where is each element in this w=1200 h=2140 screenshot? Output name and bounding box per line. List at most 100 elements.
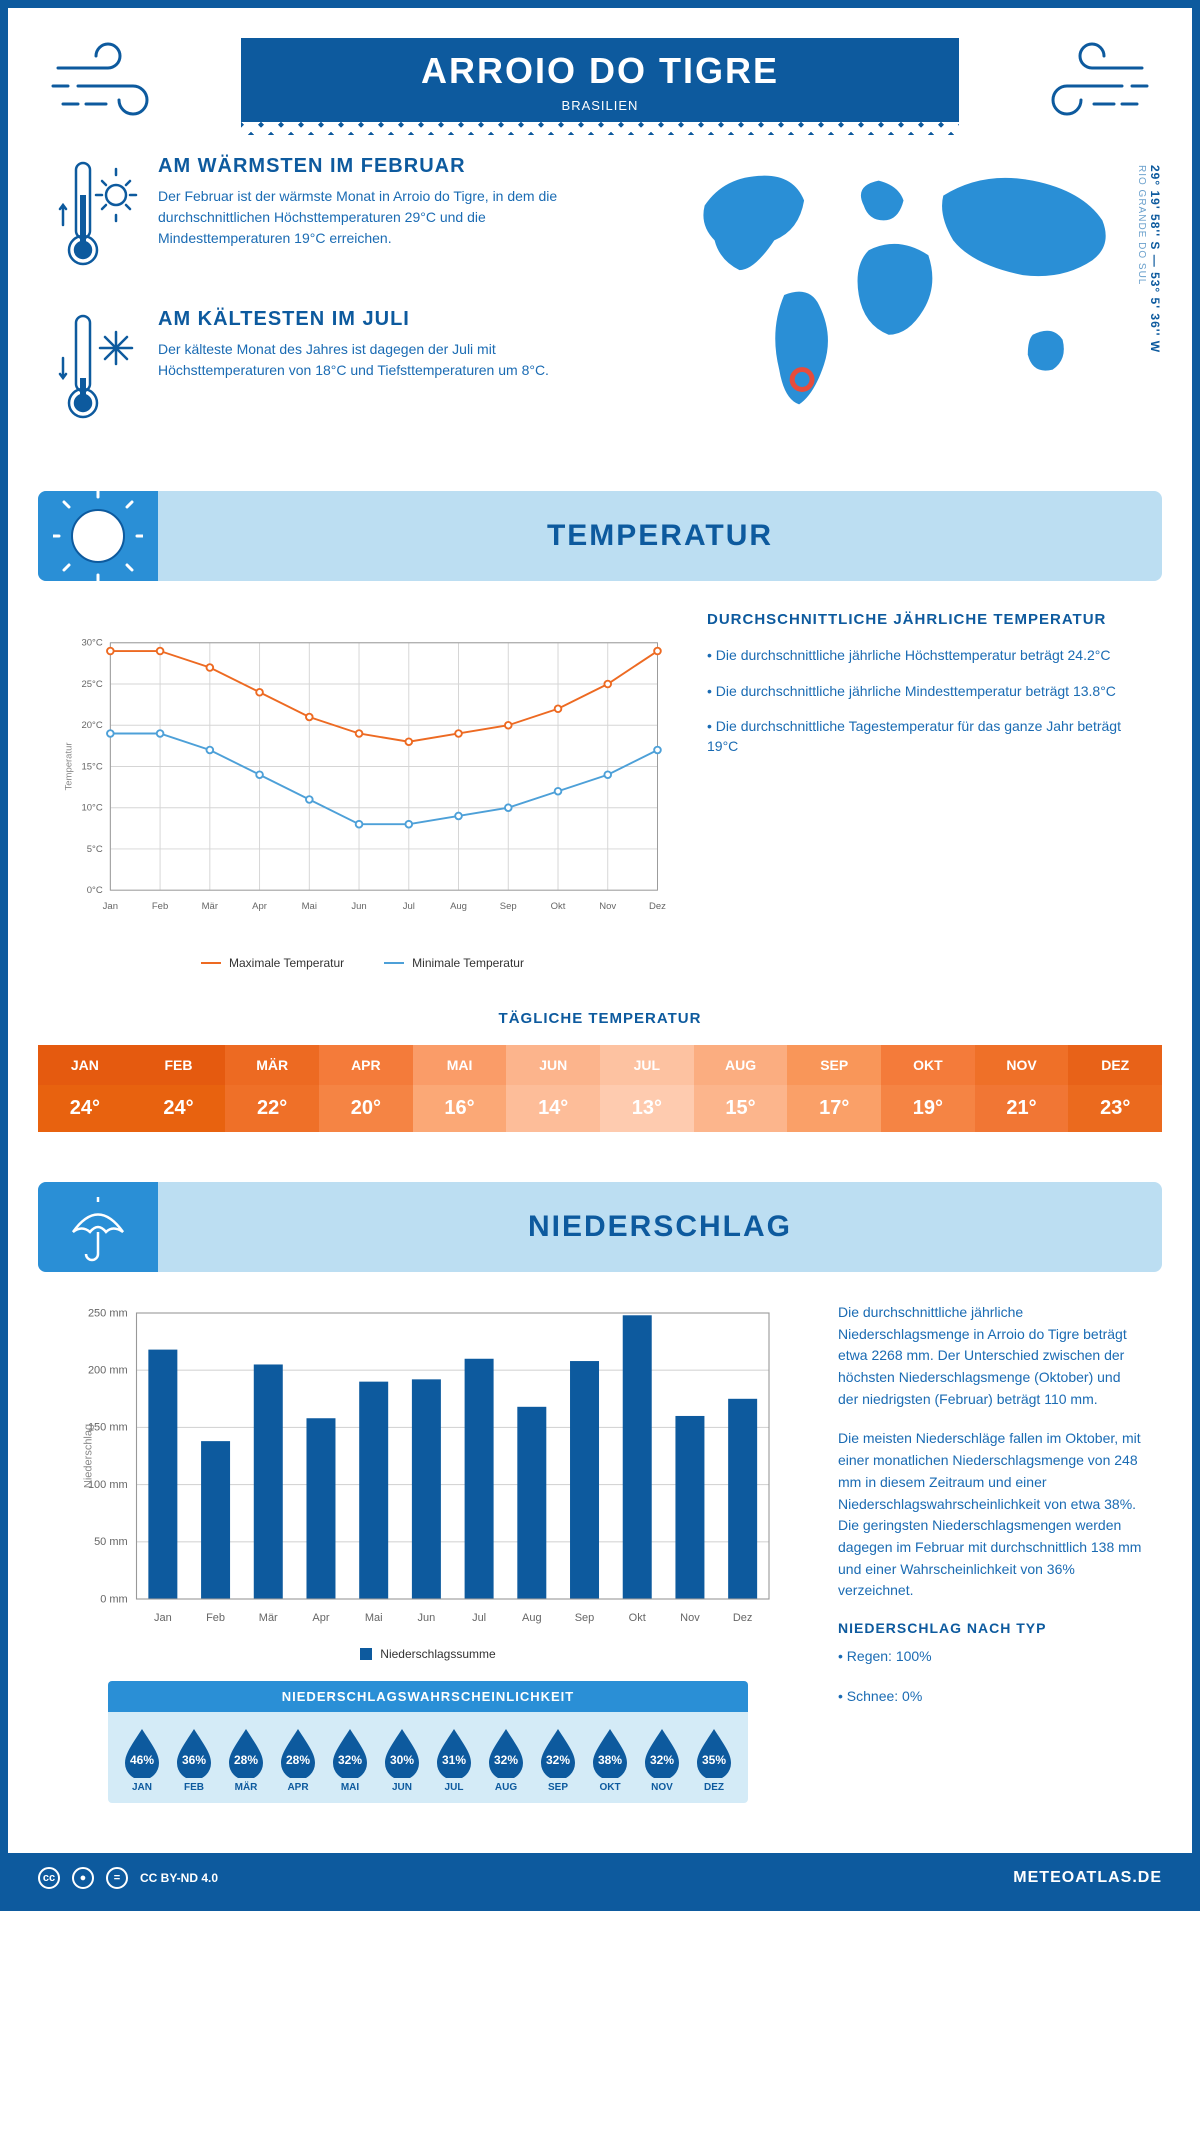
- svg-text:31%: 31%: [442, 1753, 466, 1767]
- temp-bullet-3: • Die durchschnittliche Tagestemperatur …: [707, 717, 1142, 756]
- table-cell: 15°: [694, 1085, 788, 1132]
- svg-text:35%: 35%: [702, 1753, 726, 1767]
- by-icon: ●: [72, 1867, 94, 1889]
- svg-text:250 mm: 250 mm: [88, 1307, 128, 1319]
- precip-bar-chart: 0 mm50 mm100 mm150 mm200 mm250 mmJanFebM…: [58, 1302, 798, 1632]
- table-cell: 22°: [225, 1085, 319, 1132]
- precip-legend: Niederschlagssumme: [58, 1637, 798, 1661]
- temp-info-title: DURCHSCHNITTLICHE JÄHRLICHE TEMPERATUR: [707, 611, 1142, 628]
- precip-info: Die durchschnittliche jährliche Niedersc…: [838, 1302, 1142, 1843]
- temperature-banner: TEMPERATUR: [38, 491, 1162, 581]
- svg-text:32%: 32%: [546, 1753, 570, 1767]
- svg-text:50 mm: 50 mm: [94, 1536, 128, 1548]
- svg-text:30%: 30%: [390, 1753, 414, 1767]
- table-cell: SEP: [787, 1045, 881, 1085]
- footer-site: METEOATLAS.DE: [1013, 1869, 1162, 1887]
- footer-license: cc ● = CC BY-ND 4.0: [38, 1867, 218, 1889]
- svg-text:32%: 32%: [494, 1753, 518, 1767]
- warmest-text: AM WÄRMSTEN IM FEBRUAR Der Februar ist d…: [158, 155, 605, 280]
- table-cell: FEB: [132, 1045, 226, 1085]
- table-cell: 24°: [38, 1085, 132, 1132]
- temperature-line-chart: 0°C5°C10°C15°C20°C25°C30°CJanFebMärAprMa…: [58, 611, 667, 941]
- umbrella-icon: [38, 1182, 158, 1272]
- wind-icon-right: [1042, 38, 1152, 128]
- coords-value: 29° 19' 58'' S — 53° 5' 36'' W: [1148, 165, 1162, 353]
- table-cell: NOV: [975, 1045, 1069, 1085]
- table-cell: 21°: [975, 1085, 1069, 1132]
- table-cell: 13°: [600, 1085, 694, 1132]
- table-cell: MÄR: [225, 1045, 319, 1085]
- svg-text:30°C: 30°C: [81, 638, 102, 649]
- table-cell: 20°: [319, 1085, 413, 1132]
- svg-text:Mär: Mär: [259, 1612, 278, 1624]
- svg-text:Apr: Apr: [252, 901, 267, 912]
- probability-drop: 32% AUG: [485, 1726, 527, 1793]
- table-cell: OKT: [881, 1045, 975, 1085]
- probability-drop: 35% DEZ: [693, 1726, 735, 1793]
- coordinates-label: 29° 19' 58'' S — 53° 5' 36'' W RIO GRAND…: [1134, 165, 1162, 353]
- svg-text:0 mm: 0 mm: [100, 1593, 128, 1605]
- precip-para-2: Die meisten Niederschläge fallen im Okto…: [838, 1428, 1142, 1602]
- thermometer-cold-icon: [58, 308, 138, 433]
- warmest-title: AM WÄRMSTEN IM FEBRUAR: [158, 155, 605, 178]
- svg-text:Niederschlag: Niederschlag: [82, 1424, 94, 1488]
- svg-text:Jun: Jun: [351, 901, 366, 912]
- svg-text:32%: 32%: [338, 1753, 362, 1767]
- coldest-row: AM KÄLTESTEN IM JULI Der kälteste Monat …: [58, 308, 605, 433]
- svg-text:200 mm: 200 mm: [88, 1365, 128, 1377]
- probability-title: NIEDERSCHLAGSWAHRSCHEINLICHKEIT: [108, 1681, 748, 1712]
- probability-drop: 30% JUN: [381, 1726, 423, 1793]
- probability-drop: 36% FEB: [173, 1726, 215, 1793]
- nd-icon: =: [106, 1867, 128, 1889]
- country-subtitle: BRASILIEN: [241, 98, 959, 113]
- svg-text:Nov: Nov: [599, 901, 616, 912]
- table-cell: JAN: [38, 1045, 132, 1085]
- precip-type-title: NIEDERSCHLAG NACH TYP: [838, 1620, 1142, 1636]
- svg-text:28%: 28%: [286, 1753, 310, 1767]
- probability-drop: 28% APR: [277, 1726, 319, 1793]
- table-cell: 16°: [413, 1085, 507, 1132]
- table-row: 24°24°22°20°16°14°13°15°17°19°21°23°: [38, 1085, 1162, 1132]
- svg-text:46%: 46%: [130, 1753, 154, 1767]
- temp-bullet-2: • Die durchschnittliche jährliche Mindes…: [707, 682, 1142, 702]
- svg-text:20°C: 20°C: [81, 720, 102, 731]
- svg-text:Sep: Sep: [575, 1612, 595, 1624]
- svg-text:Okt: Okt: [629, 1612, 646, 1624]
- region-value: RIO GRANDE DO SUL: [1136, 165, 1147, 285]
- svg-text:25°C: 25°C: [81, 679, 102, 690]
- svg-text:Jul: Jul: [403, 901, 415, 912]
- legend-min: Minimale Temperatur: [384, 956, 524, 970]
- svg-text:Mai: Mai: [302, 901, 317, 912]
- table-cell: DEZ: [1068, 1045, 1162, 1085]
- temp-legend: Maximale Temperatur Minimale Temperatur: [58, 946, 667, 970]
- precip-type-1: • Regen: 100%: [838, 1646, 1142, 1668]
- svg-text:Dez: Dez: [649, 901, 666, 912]
- table-cell: 24°: [132, 1085, 226, 1132]
- temperature-title: TEMPERATUR: [158, 519, 1162, 553]
- svg-text:38%: 38%: [598, 1753, 622, 1767]
- probability-drop: 32% SEP: [537, 1726, 579, 1793]
- probability-drop: 32% NOV: [641, 1726, 683, 1793]
- temperature-info: DURCHSCHNITTLICHE JÄHRLICHE TEMPERATUR •…: [707, 611, 1142, 970]
- legend-max: Maximale Temperatur: [201, 956, 344, 970]
- table-cell: 23°: [1068, 1085, 1162, 1132]
- probability-drop: 46% JAN: [121, 1726, 163, 1793]
- svg-text:Nov: Nov: [680, 1612, 700, 1624]
- world-map-container: 29° 19' 58'' S — 53° 5' 36'' W RIO GRAND…: [645, 155, 1142, 461]
- table-cell: 19°: [881, 1085, 975, 1132]
- svg-text:Feb: Feb: [152, 901, 168, 912]
- probability-drop: 32% MAI: [329, 1726, 371, 1793]
- svg-text:10°C: 10°C: [81, 803, 102, 814]
- footer: cc ● = CC BY-ND 4.0 METEOATLAS.DE: [8, 1853, 1192, 1903]
- table-cell: 17°: [787, 1085, 881, 1132]
- svg-text:Jan: Jan: [154, 1612, 172, 1624]
- intro-section: AM WÄRMSTEN IM FEBRUAR Der Februar ist d…: [8, 155, 1192, 491]
- svg-text:32%: 32%: [650, 1753, 674, 1767]
- precip-para-1: Die durchschnittliche jährliche Niedersc…: [838, 1302, 1142, 1410]
- svg-text:Aug: Aug: [522, 1612, 542, 1624]
- daily-temp-table: JANFEBMÄRAPRMAIJUNJULAUGSEPOKTNOVDEZ 24°…: [38, 1045, 1162, 1132]
- precip-type-2: • Schnee: 0%: [838, 1686, 1142, 1708]
- probability-drop: 28% MÄR: [225, 1726, 267, 1793]
- svg-text:Jan: Jan: [103, 901, 118, 912]
- precip-chart-box: 0 mm50 mm100 mm150 mm200 mm250 mmJanFebM…: [58, 1302, 798, 1843]
